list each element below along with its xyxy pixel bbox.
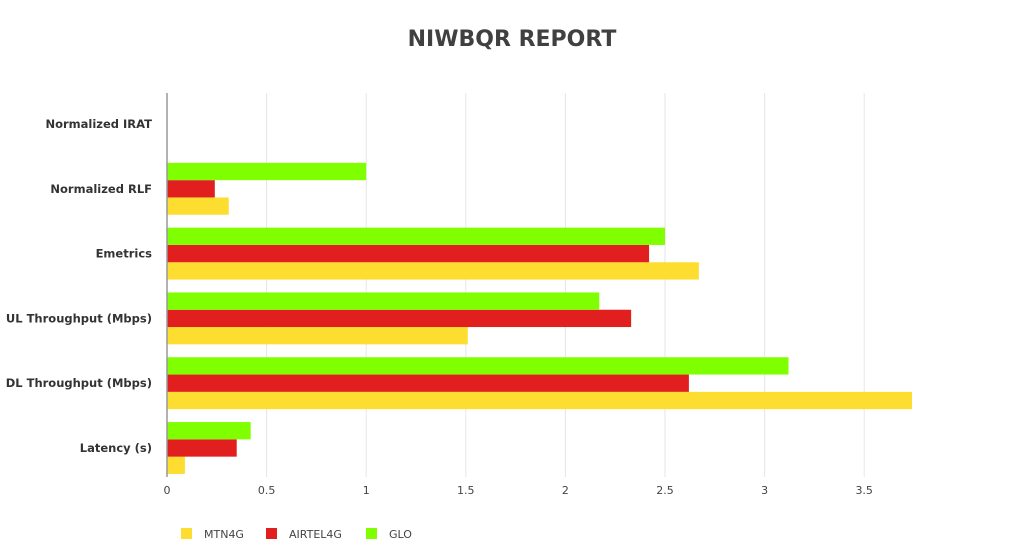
x-tick-label: 1.5 bbox=[457, 484, 475, 497]
x-tick-label: 3 bbox=[761, 484, 768, 497]
x-tick-label: 2.5 bbox=[656, 484, 674, 497]
x-tick-label: 2 bbox=[562, 484, 569, 497]
legend-swatch-airtel4g[interactable] bbox=[266, 528, 277, 539]
bar-mtn4g-1[interactable] bbox=[167, 391, 913, 410]
bar-glo-4[interactable] bbox=[167, 162, 367, 181]
bar-glo-1[interactable] bbox=[167, 357, 789, 375]
bars bbox=[167, 162, 913, 474]
grid-lines bbox=[266, 93, 865, 477]
category-label: Normalized RLF bbox=[50, 182, 152, 196]
bar-mtn4g-3[interactable] bbox=[167, 262, 699, 280]
legend-swatch-glo[interactable] bbox=[366, 528, 377, 539]
bar-mtn4g-0[interactable] bbox=[167, 456, 185, 474]
legend-swatch-mtn4g[interactable] bbox=[181, 528, 192, 539]
legend-label-mtn4g[interactable]: MTN4G bbox=[204, 528, 244, 541]
bar-airtel4g-3[interactable] bbox=[167, 244, 650, 263]
x-tick-label: 3.5 bbox=[855, 484, 873, 497]
bar-airtel4g-2[interactable] bbox=[167, 309, 632, 328]
x-tick-label: 1 bbox=[363, 484, 370, 497]
category-label: DL Throughput (Mbps) bbox=[6, 376, 152, 390]
x-axis-tick-labels: 0 0.5 1 1.5 2 2.5 3 3.5 bbox=[164, 484, 873, 497]
x-tick-label: 0 bbox=[164, 484, 171, 497]
category-label: Normalized IRAT bbox=[45, 117, 152, 131]
category-label: Emetrics bbox=[96, 247, 153, 261]
bar-glo-0[interactable] bbox=[167, 422, 251, 440]
legend: MTN4G AIRTEL4G GLO bbox=[181, 528, 412, 541]
bar-mtn4g-4[interactable] bbox=[167, 197, 229, 215]
category-labels: Latency (s) DL Throughput (Mbps) UL Throug… bbox=[6, 117, 152, 455]
legend-label-airtel4g[interactable]: AIRTEL4G bbox=[289, 528, 342, 541]
legend-label-glo[interactable]: GLO bbox=[389, 528, 412, 541]
bar-airtel4g-1[interactable] bbox=[167, 374, 689, 392]
bar-glo-2[interactable] bbox=[167, 292, 600, 310]
chart-title: NIWBQR REPORT bbox=[408, 27, 617, 52]
bar-airtel4g-4[interactable] bbox=[167, 180, 215, 198]
category-label: UL Throughput (Mbps) bbox=[6, 311, 152, 325]
category-label: Latency (s) bbox=[80, 441, 152, 455]
bar-airtel4g-0[interactable] bbox=[167, 439, 237, 457]
bar-glo-3[interactable] bbox=[167, 227, 665, 245]
bar-mtn4g-2[interactable] bbox=[167, 327, 468, 345]
x-tick-label: 0.5 bbox=[258, 484, 276, 497]
